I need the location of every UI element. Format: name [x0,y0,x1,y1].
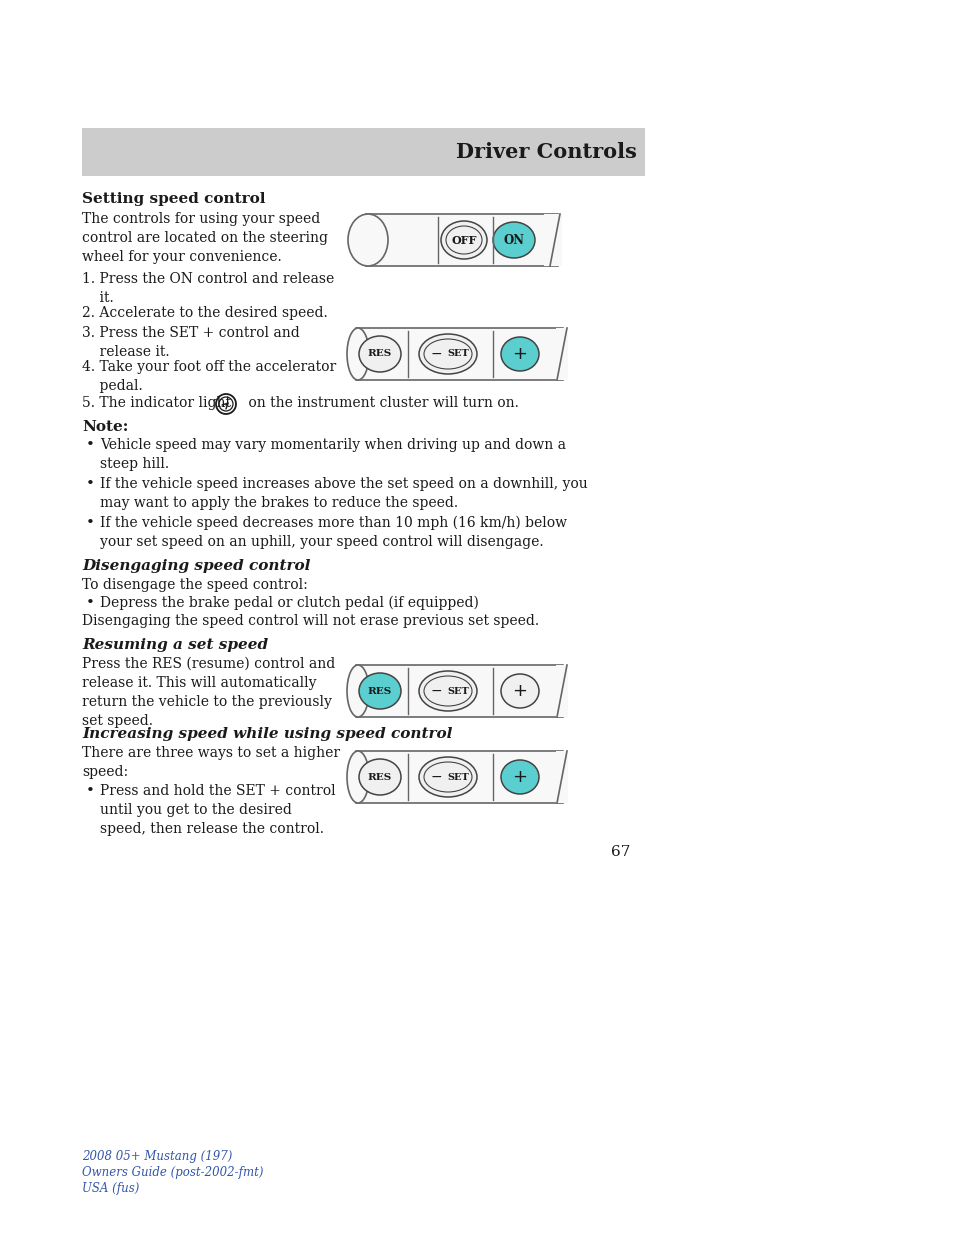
Text: Setting speed control: Setting speed control [82,191,265,206]
Text: Vehicle speed may vary momentarily when driving up and down a
steep hill.: Vehicle speed may vary momentarily when … [100,438,565,471]
FancyBboxPatch shape [366,214,558,266]
Text: RES: RES [368,687,392,695]
Text: Depress the brake pedal or clutch pedal (if equipped): Depress the brake pedal or clutch pedal … [100,597,478,610]
Text: •: • [86,597,94,610]
Ellipse shape [440,221,486,259]
Text: •: • [86,438,94,452]
Text: +: + [512,768,527,785]
Text: 1. Press the ON control and release
    it.: 1. Press the ON control and release it. [82,272,334,305]
Ellipse shape [500,674,538,708]
FancyBboxPatch shape [355,664,562,718]
FancyBboxPatch shape [355,751,562,803]
Text: 2. Accelerate to the desired speed.: 2. Accelerate to the desired speed. [82,306,328,320]
Bar [556,751,567,803]
Ellipse shape [418,671,476,711]
Ellipse shape [350,667,366,715]
Text: −: − [430,684,441,698]
Text: There are three ways to set a higher
speed:: There are three ways to set a higher spe… [82,746,340,779]
Ellipse shape [358,673,400,709]
Bar [556,664,567,718]
Text: Disengaging the speed control will not erase previous set speed.: Disengaging the speed control will not e… [82,614,538,629]
Text: SET: SET [447,773,468,782]
Text: Driver Controls: Driver Controls [456,142,637,162]
Ellipse shape [347,329,369,380]
Text: Resuming a set speed: Resuming a set speed [82,638,268,652]
Text: •: • [86,516,94,530]
Text: 3. Press the SET + control and
    release it.: 3. Press the SET + control and release i… [82,326,299,359]
Text: 2008 05+ Mustang (197): 2008 05+ Mustang (197) [82,1150,233,1163]
Text: ON: ON [503,233,524,247]
Text: Press and hold the SET + control
until you get to the desired
speed, then releas: Press and hold the SET + control until y… [100,784,335,836]
Bar [556,329,567,380]
Ellipse shape [423,676,472,706]
Text: RES: RES [368,773,392,782]
Text: 4. Take your foot off the accelerator
    pedal.: 4. Take your foot off the accelerator pe… [82,359,335,393]
Text: Note:: Note: [82,420,129,433]
Text: +: + [512,682,527,700]
Text: Increasing speed while using speed control: Increasing speed while using speed contr… [82,727,452,741]
Text: SET: SET [447,350,468,358]
Text: −: − [430,347,441,361]
Ellipse shape [500,337,538,370]
Text: Disengaging speed control: Disengaging speed control [82,559,310,573]
Text: To disengage the speed control:: To disengage the speed control: [82,578,308,592]
Text: OFF: OFF [451,235,476,246]
Text: −: − [430,769,441,784]
Bar [82,128,644,177]
Text: Owners Guide (post-2002-fmt): Owners Guide (post-2002-fmt) [82,1166,263,1179]
Ellipse shape [423,762,472,792]
Ellipse shape [348,214,388,266]
Ellipse shape [350,753,366,802]
Text: USA (fus): USA (fus) [82,1182,139,1195]
Ellipse shape [347,751,369,803]
Ellipse shape [423,338,472,369]
Ellipse shape [350,216,386,264]
Ellipse shape [446,226,481,254]
Ellipse shape [500,760,538,794]
Ellipse shape [493,222,535,258]
Text: on the instrument cluster will turn on.: on the instrument cluster will turn on. [244,396,518,410]
Ellipse shape [418,757,476,797]
Text: SET: SET [447,687,468,695]
Text: RES: RES [368,350,392,358]
Text: The controls for using your speed
control are located on the steering
wheel for : The controls for using your speed contro… [82,212,328,264]
FancyBboxPatch shape [355,329,562,380]
Text: •: • [86,477,94,492]
Text: If the vehicle speed increases above the set speed on a downhill, you
may want t: If the vehicle speed increases above the… [100,477,587,510]
Ellipse shape [350,330,366,378]
Text: If the vehicle speed decreases more than 10 mph (16 km/h) below
your set speed o: If the vehicle speed decreases more than… [100,516,566,550]
Text: 67: 67 [610,845,629,860]
Text: 5. The indicator light: 5. The indicator light [82,396,235,410]
Ellipse shape [358,760,400,795]
Text: Press the RES (resume) control and
release it. This will automatically
return th: Press the RES (resume) control and relea… [82,657,335,727]
Bar [543,214,561,266]
Text: •: • [86,784,94,798]
Ellipse shape [347,664,369,718]
Ellipse shape [358,336,400,372]
Ellipse shape [418,333,476,374]
Text: +: + [512,345,527,363]
